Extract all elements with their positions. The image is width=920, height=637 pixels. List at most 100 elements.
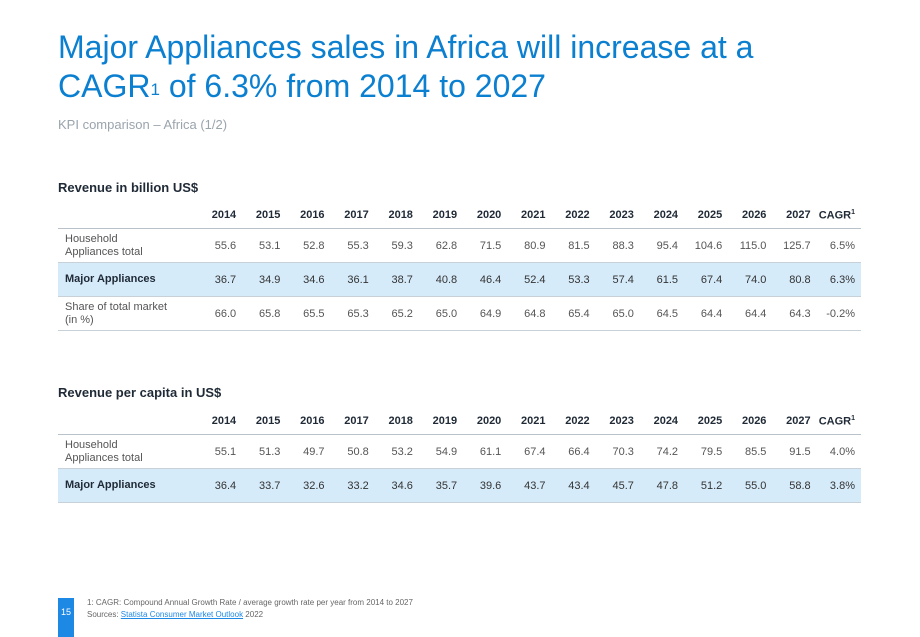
- year-header: 2022: [565, 209, 590, 221]
- table-cell: 91.5: [789, 445, 811, 458]
- year-header: 2014: [211, 415, 237, 427]
- row-label-line-2: Appliances total: [65, 451, 143, 464]
- table-row: Share of total market (in %) 66.0 65.8 65.5 6…: [58, 297, 861, 331]
- table-cell: 35.7: [435, 479, 458, 492]
- year-header: 2019: [432, 415, 458, 427]
- table-cell: 64.5: [656, 307, 679, 320]
- table-cell: 53.2: [391, 445, 413, 458]
- table-cell: 33.7: [258, 479, 281, 492]
- row-label: Share of total market (in %): [58, 297, 198, 331]
- title-footnote-marker: 1: [150, 80, 160, 99]
- table-row: Major Appliances 36.7 34.9 34.6 36.1 38.7 40.8…: [58, 262, 861, 297]
- cagr-header: CAGR1: [817, 202, 861, 229]
- table-cell: 43.7: [524, 479, 546, 492]
- table-cell: 65.2: [391, 307, 413, 320]
- table-cell: 43.4: [568, 479, 590, 492]
- table-cell: 51.3: [258, 445, 281, 458]
- header-row: 2014 2015 2016 2017 2018 2019 2020 2021 2022 2023…: [58, 202, 861, 229]
- table-cell: 104.6: [694, 239, 723, 252]
- table-cell: 71.5: [479, 239, 502, 252]
- table-cell: 47.8: [656, 479, 679, 492]
- table-cell: 67.4: [700, 273, 723, 286]
- year-header: 2018: [388, 209, 413, 221]
- table-cell: 81.5: [568, 239, 590, 252]
- year-header: 2021: [521, 209, 546, 221]
- year-header: 2017: [344, 415, 369, 427]
- table-cell: 46.4: [479, 273, 502, 286]
- revenue-table: 2014 2015 2016 2017 2018 2019 2020 2021 2022 2023…: [58, 202, 861, 331]
- table-cell: 67.4: [524, 445, 546, 458]
- table-row: Household Appliances total 55.1 51.3 49.7 50.…: [58, 435, 861, 469]
- table-cell: 34.9: [258, 273, 281, 286]
- table-cell: 65.8: [258, 307, 281, 320]
- table-cell: 55.6: [214, 239, 237, 252]
- table-cell: 57.4: [612, 273, 634, 286]
- year-header: 2014: [211, 209, 237, 221]
- page-number-badge: 15: [58, 598, 74, 637]
- per-capita-table-body: Household Appliances total 55.1 51.3 49.7 50.…: [58, 435, 861, 503]
- table-cell: 61.1: [479, 445, 502, 458]
- per-capita-table: 2014 2015 2016 2017 2018 2019 2020 2021 2022 2023…: [58, 408, 861, 503]
- table-cell: 6.3%: [829, 273, 855, 286]
- row-label-line-1: Share of total market: [65, 300, 168, 313]
- cagr-header-label: CAGR: [818, 209, 852, 222]
- year-header: 2025: [697, 415, 723, 427]
- table-cell: 74.0: [745, 273, 767, 286]
- year-header: 2022: [565, 415, 590, 427]
- table-cell: 3.8%: [829, 479, 855, 492]
- table-cell: 6.5%: [829, 239, 855, 252]
- row-label: Major Appliances: [58, 263, 198, 297]
- table-cell: 70.3: [612, 445, 634, 458]
- per-capita-table-header: 2014 2015 2016 2017 2018 2019 2020 2021 2022 2023…: [58, 408, 861, 435]
- table-cell: 4.0%: [829, 445, 855, 458]
- year-header: 2025: [697, 209, 723, 221]
- sources-link[interactable]: Statista Consumer Market Outlook: [120, 610, 244, 619]
- per-capita-section-title: Revenue per capita in US$: [58, 385, 222, 400]
- table-cell: 52.8: [303, 239, 325, 252]
- footnote: 1: CAGR: Compound Annual Growth Rate / a…: [87, 597, 413, 621]
- year-header: 2016: [300, 209, 325, 221]
- header-blank-cell: [58, 202, 198, 229]
- cagr-footnote-marker: 1: [851, 208, 855, 216]
- year-header: 2020: [476, 415, 502, 427]
- table-cell: 115.0: [739, 239, 767, 252]
- year-header: 2026: [741, 415, 767, 427]
- year-header: 2024: [653, 209, 679, 221]
- header-blank-cell: [58, 408, 198, 435]
- table-cell: 59.3: [391, 239, 413, 252]
- table-cell: 38.7: [391, 273, 413, 286]
- table-cell: 54.9: [435, 445, 458, 458]
- table-cell: 34.6: [391, 479, 413, 492]
- page-title: Major Appliances sales in Africa will in…: [58, 28, 878, 106]
- table-cell: 58.8: [789, 479, 811, 492]
- table-cell: 49.7: [303, 445, 325, 458]
- revenue-section-title: Revenue in billion US$: [58, 180, 199, 195]
- table-cell: 66.4: [568, 445, 590, 458]
- revenue-table-body: Household Appliances total 55.6 53.1 52.8 55.…: [58, 229, 861, 331]
- table-cell: -0.2%: [826, 307, 855, 320]
- table-row: Household Appliances total 55.6 53.1 52.8 55.…: [58, 229, 861, 263]
- table-cell: 53.1: [258, 239, 281, 252]
- year-header: 2019: [432, 209, 458, 221]
- year-header: 2015: [255, 415, 281, 427]
- table-cell: 65.0: [612, 307, 634, 320]
- cagr-footnote: 1: CAGR: Compound Annual Growth Rate / a…: [87, 598, 413, 607]
- row-label: Household Appliances total: [58, 435, 198, 469]
- table-cell: 45.7: [612, 479, 634, 492]
- page-subtitle: KPI comparison – Africa (1/2): [58, 117, 228, 132]
- table-cell: 64.4: [700, 307, 723, 320]
- year-header: 2020: [476, 209, 502, 221]
- table-cell: 66.0: [214, 307, 237, 320]
- title-line-2-prefix: CAGR: [58, 68, 151, 104]
- cagr-footnote-marker: 1: [851, 414, 855, 422]
- table-cell: 80.9: [524, 239, 546, 252]
- table-cell: 64.8: [524, 307, 546, 320]
- header-row: 2014 2015 2016 2017 2018 2019 2020 2021 2022 2023…: [58, 408, 861, 435]
- table-cell: 55.3: [347, 239, 369, 252]
- table-cell: 36.4: [214, 479, 237, 492]
- table-cell: 125.7: [783, 239, 811, 252]
- table-cell: 65.0: [435, 307, 458, 320]
- table-cell: 55.0: [745, 479, 767, 492]
- table-cell: 74.2: [656, 445, 679, 458]
- table-cell: 36.1: [347, 273, 369, 286]
